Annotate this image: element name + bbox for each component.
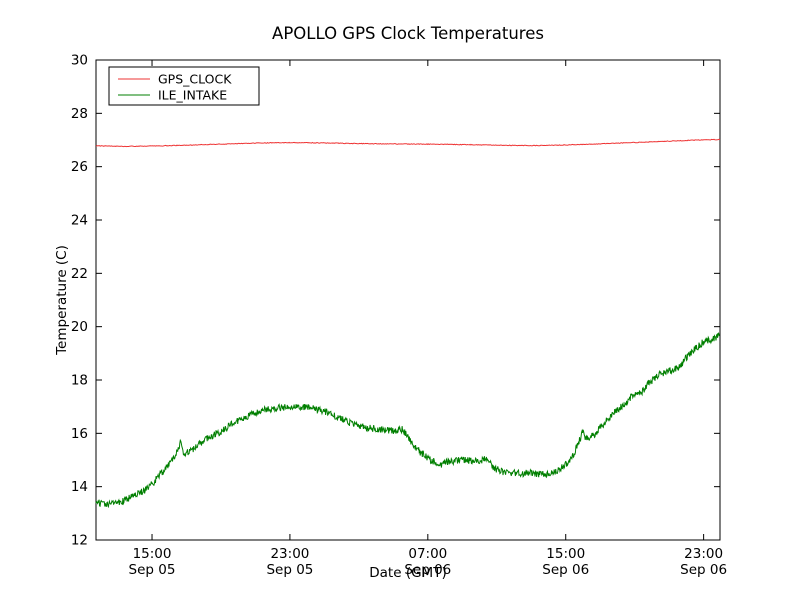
x-tick-label-date: Sep 06 [680,562,727,578]
y-tick-label: 12 [71,533,88,549]
y-tick-label: 14 [71,479,88,495]
y-tick-label: 26 [71,159,88,175]
x-tick-label-date: Sep 05 [129,562,176,578]
y-axis-label: Temperature (C) [54,245,70,355]
legend-box [108,66,260,106]
y-tick-label: 16 [71,426,88,442]
x-tick-label-time: 23:00 [270,546,309,562]
legend-label: GPS_CLOCK [158,72,232,87]
x-tick-label-time: 15:00 [546,546,585,562]
x-tick-label-time: 15:00 [133,546,172,562]
series-line-ile_intake [95,332,721,509]
y-tick-label: 30 [71,53,88,69]
x-tick-label-date: Sep 06 [404,562,451,578]
x-axis-label: Date (GMT) [369,565,447,581]
plot-frame [95,59,721,541]
x-tick-label-time: 23:00 [684,546,723,562]
y-tick-label: 28 [71,106,88,122]
x-tick-label-time: 07:00 [408,546,447,562]
y-tick-label: 18 [71,373,88,389]
series-line-gps_clock [95,138,721,148]
chart-title: APOLLO GPS Clock Temperatures [272,24,544,43]
legend-label: ILE_INTAKE [158,88,227,103]
y-tick-label: 20 [71,319,88,335]
y-tick-label: 24 [71,213,88,229]
x-tick-label-date: Sep 06 [542,562,589,578]
y-tick-label: 22 [71,266,88,282]
x-tick-label-date: Sep 05 [266,562,313,578]
